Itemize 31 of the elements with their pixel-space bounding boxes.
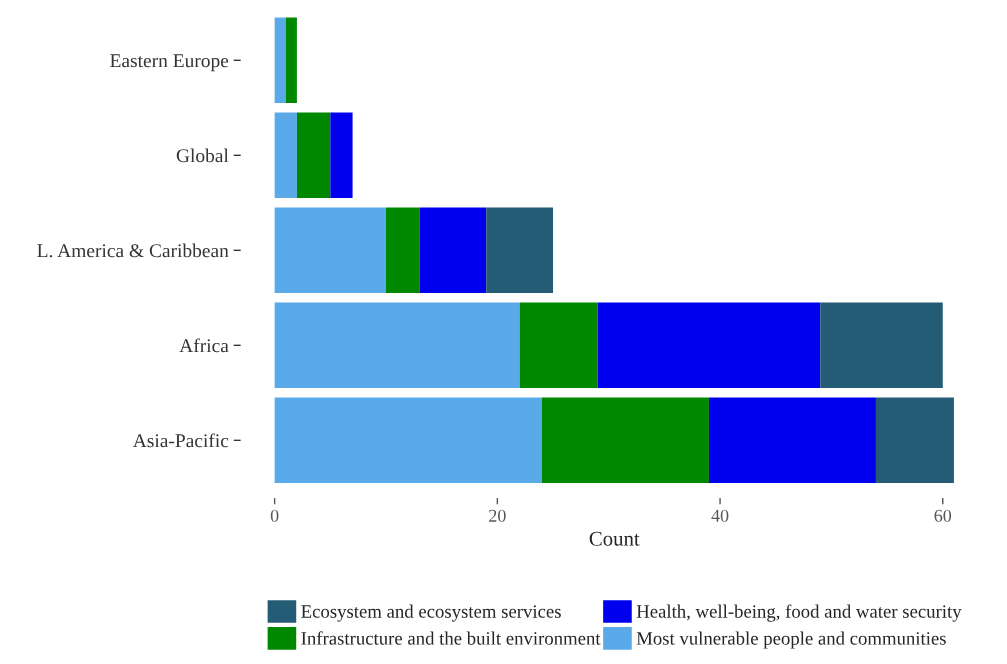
bar: [285, 17, 297, 104]
bar: [519, 302, 598, 389]
x-tick-label: 20: [489, 509, 506, 522]
bar: [274, 17, 286, 104]
bar: [708, 397, 876, 484]
bar: [875, 397, 954, 484]
legend-label: Health, well-being, food and water security: [636, 604, 962, 622]
y-tick-label: Africa: [179, 338, 229, 353]
bar: [541, 397, 709, 484]
bar: [274, 112, 297, 199]
y-tick-label: L. America & Caribbean: [37, 243, 229, 258]
x-tick-label: 0: [270, 509, 279, 522]
bar: [385, 207, 420, 294]
bar: [274, 302, 520, 389]
bar: [820, 302, 943, 389]
bar: [274, 397, 542, 484]
bar: [296, 112, 331, 199]
legend-label: Ecosystem and ecosystem services: [301, 604, 561, 622]
y-tick-label: Asia-Pacific: [132, 433, 229, 448]
x-axis-title: Count: [589, 531, 640, 546]
bar: [330, 112, 353, 199]
x-tick-label: 40: [711, 509, 729, 522]
bar: [274, 207, 386, 294]
x-tick-label: 60: [934, 509, 952, 522]
bar: [419, 207, 487, 294]
y-tick-label: Eastern Europe: [110, 54, 229, 72]
y-tick-label: Global: [176, 148, 229, 163]
bar: [486, 207, 554, 294]
legend-label: Infrastructure and the built environment: [301, 631, 601, 645]
legend-label: Most vulnerable people and communities: [636, 631, 946, 649]
bar: [597, 302, 821, 389]
